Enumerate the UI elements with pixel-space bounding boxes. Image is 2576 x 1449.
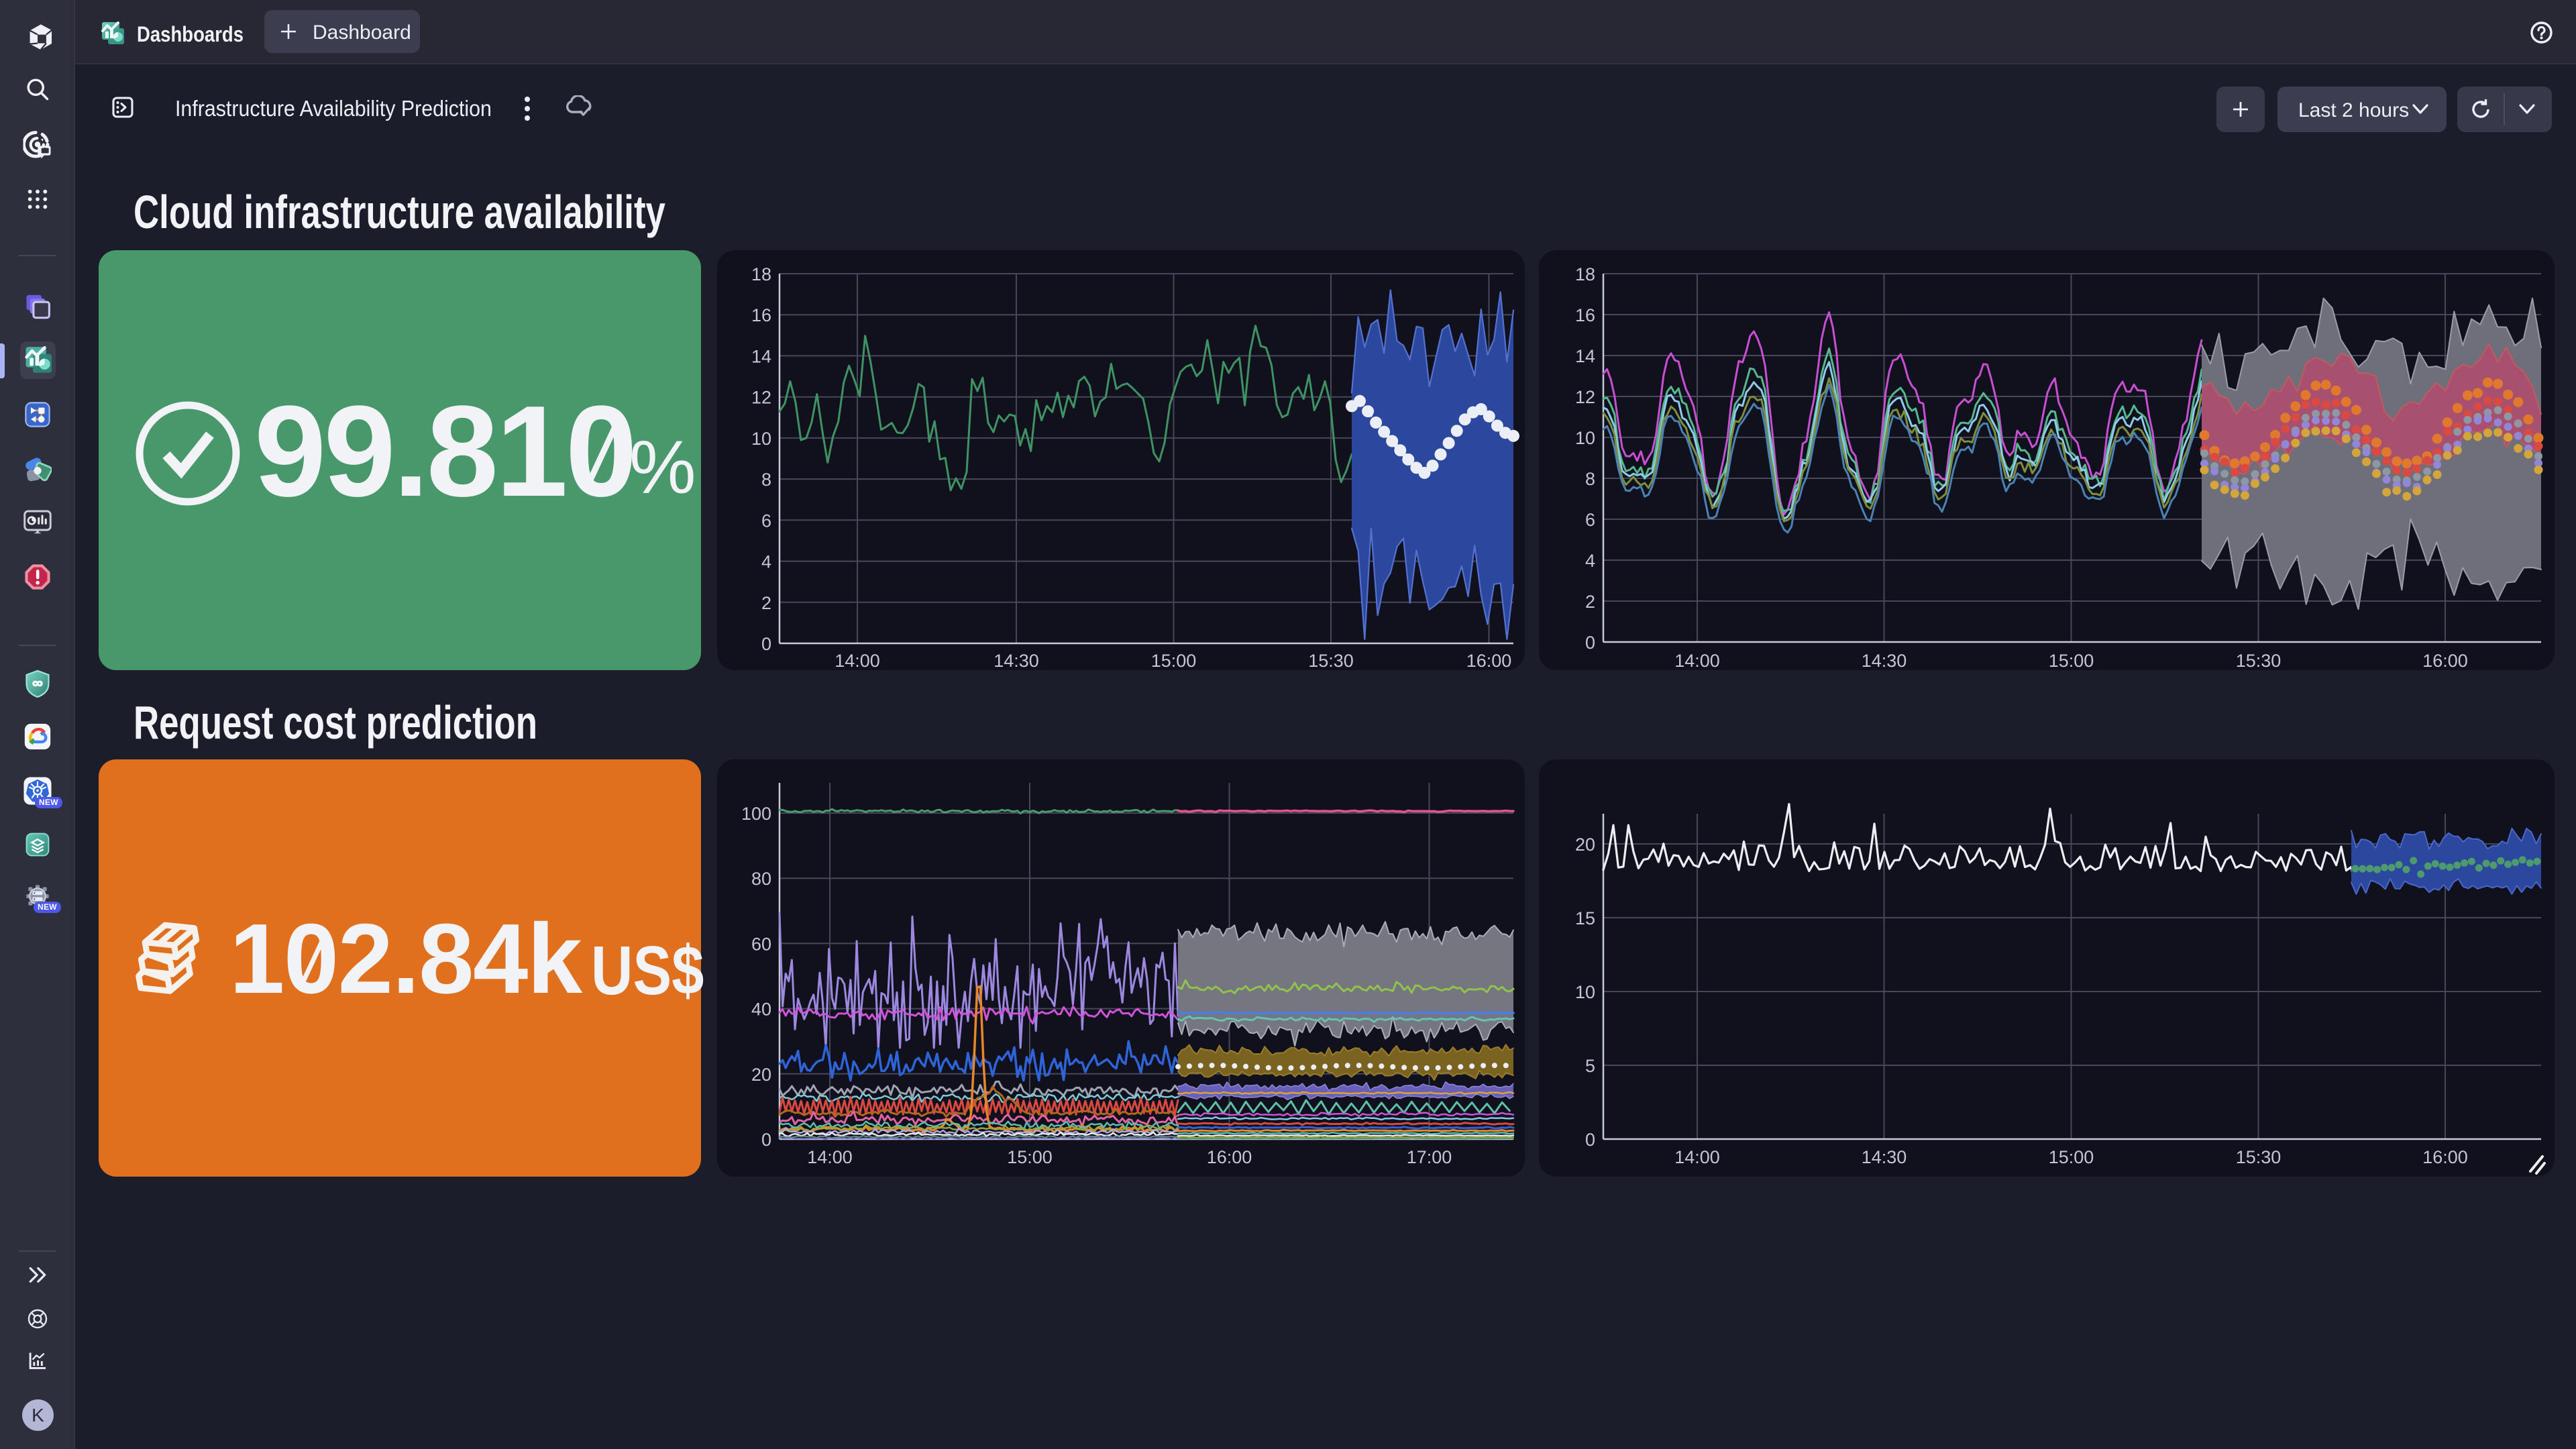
- svg-text:0: 0: [761, 1130, 771, 1150]
- svg-text:40: 40: [751, 1000, 771, 1020]
- svg-text:0: 0: [761, 634, 771, 654]
- svg-text:12: 12: [751, 388, 771, 408]
- svg-text:2: 2: [761, 593, 771, 613]
- svg-text:10: 10: [1575, 428, 1595, 448]
- svg-text:15: 15: [1575, 908, 1595, 928]
- svg-text:16: 16: [1575, 305, 1595, 325]
- svg-text:60: 60: [751, 934, 771, 954]
- svg-text:14:00: 14:00: [1674, 651, 1720, 670]
- svg-text:14:30: 14:30: [994, 651, 1039, 670]
- svg-text:16:00: 16:00: [1466, 651, 1512, 670]
- svg-text:10: 10: [751, 429, 771, 449]
- svg-text:15:30: 15:30: [2236, 1147, 2282, 1167]
- svg-text:16: 16: [751, 305, 771, 325]
- svg-text:15:30: 15:30: [2236, 651, 2282, 670]
- svg-text:14: 14: [1575, 346, 1595, 366]
- svg-text:15:00: 15:00: [2049, 1147, 2094, 1167]
- svg-text:4: 4: [761, 552, 771, 572]
- svg-text:14:00: 14:00: [835, 651, 880, 670]
- svg-text:18: 18: [751, 264, 771, 284]
- svg-text:12: 12: [1575, 387, 1595, 407]
- svg-text:8: 8: [1585, 469, 1595, 489]
- svg-text:10: 10: [1575, 982, 1595, 1002]
- svg-text:0: 0: [1585, 633, 1595, 653]
- svg-text:16:00: 16:00: [1207, 1147, 1252, 1167]
- svg-text:14:00: 14:00: [807, 1147, 853, 1167]
- svg-text:15:30: 15:30: [1308, 651, 1354, 670]
- svg-text:6: 6: [761, 511, 771, 531]
- svg-text:4: 4: [1585, 551, 1595, 571]
- svg-text:14:30: 14:30: [1862, 651, 1907, 670]
- svg-text:20: 20: [1575, 835, 1595, 855]
- svg-text:17:00: 17:00: [1407, 1147, 1452, 1167]
- svg-text:16:00: 16:00: [2422, 1147, 2468, 1167]
- svg-text:15:00: 15:00: [1007, 1147, 1053, 1167]
- svg-text:15:00: 15:00: [2049, 651, 2094, 670]
- svg-text:8: 8: [761, 470, 771, 490]
- svg-text:16:00: 16:00: [2422, 651, 2468, 670]
- svg-text:15:00: 15:00: [1151, 651, 1197, 670]
- svg-text:5: 5: [1585, 1056, 1595, 1076]
- svg-text:14:00: 14:00: [1674, 1147, 1720, 1167]
- svg-text:0: 0: [1585, 1130, 1595, 1150]
- svg-text:6: 6: [1585, 510, 1595, 530]
- svg-text:80: 80: [751, 869, 771, 889]
- svg-text:2: 2: [1585, 592, 1595, 612]
- svg-text:14:30: 14:30: [1862, 1147, 1907, 1167]
- svg-text:14: 14: [751, 346, 771, 366]
- svg-text:100: 100: [741, 804, 771, 824]
- svg-text:18: 18: [1575, 264, 1595, 284]
- svg-text:20: 20: [751, 1065, 771, 1085]
